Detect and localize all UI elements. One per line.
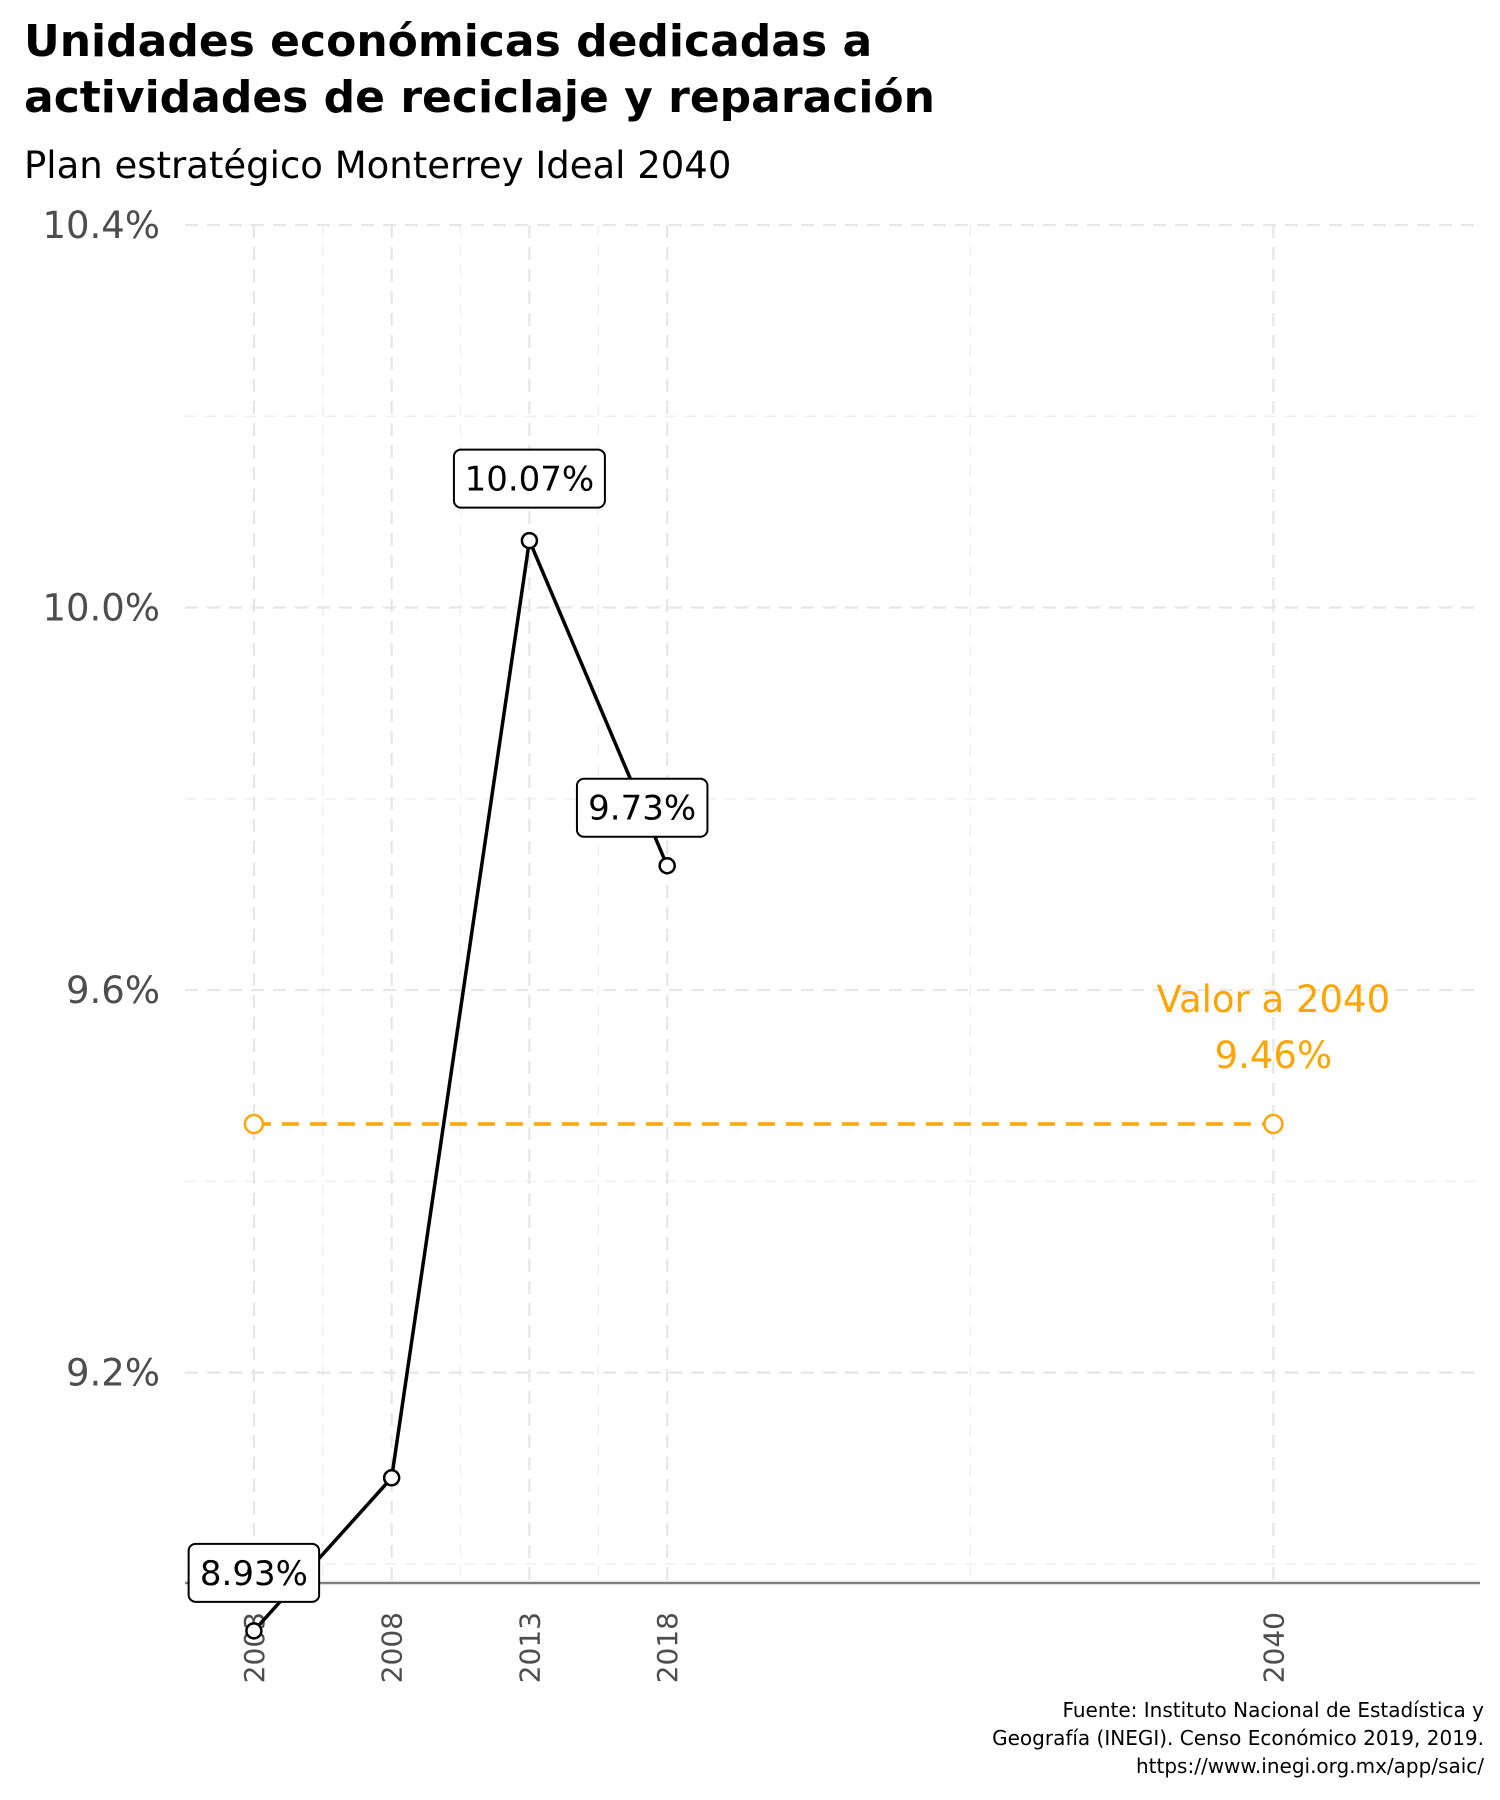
data-label-text: 9.73% xyxy=(588,789,696,829)
y-tick-label: 10.4% xyxy=(42,204,160,247)
y-tick-label: 10.0% xyxy=(42,587,160,630)
data-label: 9.73% xyxy=(575,777,709,838)
series-line xyxy=(252,538,669,1632)
caption-line-2: Geografía (INEGI). Censo Económico 2019,… xyxy=(992,1726,1484,1750)
data-label-text: 8.93% xyxy=(200,1554,308,1594)
data-label-box xyxy=(452,448,606,509)
target-point xyxy=(243,1113,265,1135)
y-tick-label: 9.6% xyxy=(66,969,160,1012)
major-gridlines xyxy=(185,223,1480,1583)
data-label-text: 10.07% xyxy=(465,460,595,500)
x-tick-label: 2018 xyxy=(651,1612,684,1683)
series-group xyxy=(245,531,676,1640)
target-value-label: 9.46% xyxy=(1215,1034,1333,1077)
y-tick-label: 9.2% xyxy=(66,1352,160,1395)
data-label-box xyxy=(187,1542,321,1603)
target-point xyxy=(1263,1113,1284,1135)
caption-line-3: https://www.inegi.org.mx/app/saic/ xyxy=(1136,1754,1484,1778)
data-label: 10.07% xyxy=(452,448,606,509)
data-label: 8.93% xyxy=(187,1542,321,1603)
data-label-box xyxy=(575,777,709,838)
chart-title: Unidades económicas dedicadas a activida… xyxy=(24,16,935,123)
series-point xyxy=(520,531,539,550)
target-line-group: Valor a 2040 9.46% xyxy=(243,978,1391,1135)
series-point xyxy=(658,856,676,875)
series-point xyxy=(382,1469,401,1487)
y-axis-ticks: 9.2% 9.6% 10.0% 10.4% xyxy=(42,204,160,1395)
series-point xyxy=(245,1622,263,1640)
x-tick-label: 2040 xyxy=(1257,1612,1290,1683)
target-label: Valor a 2040 xyxy=(1157,978,1391,1021)
caption-line-1: Fuente: Instituto Nacional de Estadístic… xyxy=(1062,1698,1484,1722)
x-axis-ticks: 2003 2008 2013 2018 2040 xyxy=(238,1612,1290,1683)
x-tick-label: 2008 xyxy=(376,1612,409,1683)
x-tick-label: 2013 xyxy=(513,1612,546,1683)
chart-subtitle: Plan estratégico Monterrey Ideal 2040 xyxy=(24,144,732,187)
minor-gridlines xyxy=(185,225,1480,1583)
source-caption: Fuente: Instituto Nacional de Estadístic… xyxy=(784,1696,1484,1780)
data-labels: 8.93% 10.07% 9.73% xyxy=(187,448,709,1603)
